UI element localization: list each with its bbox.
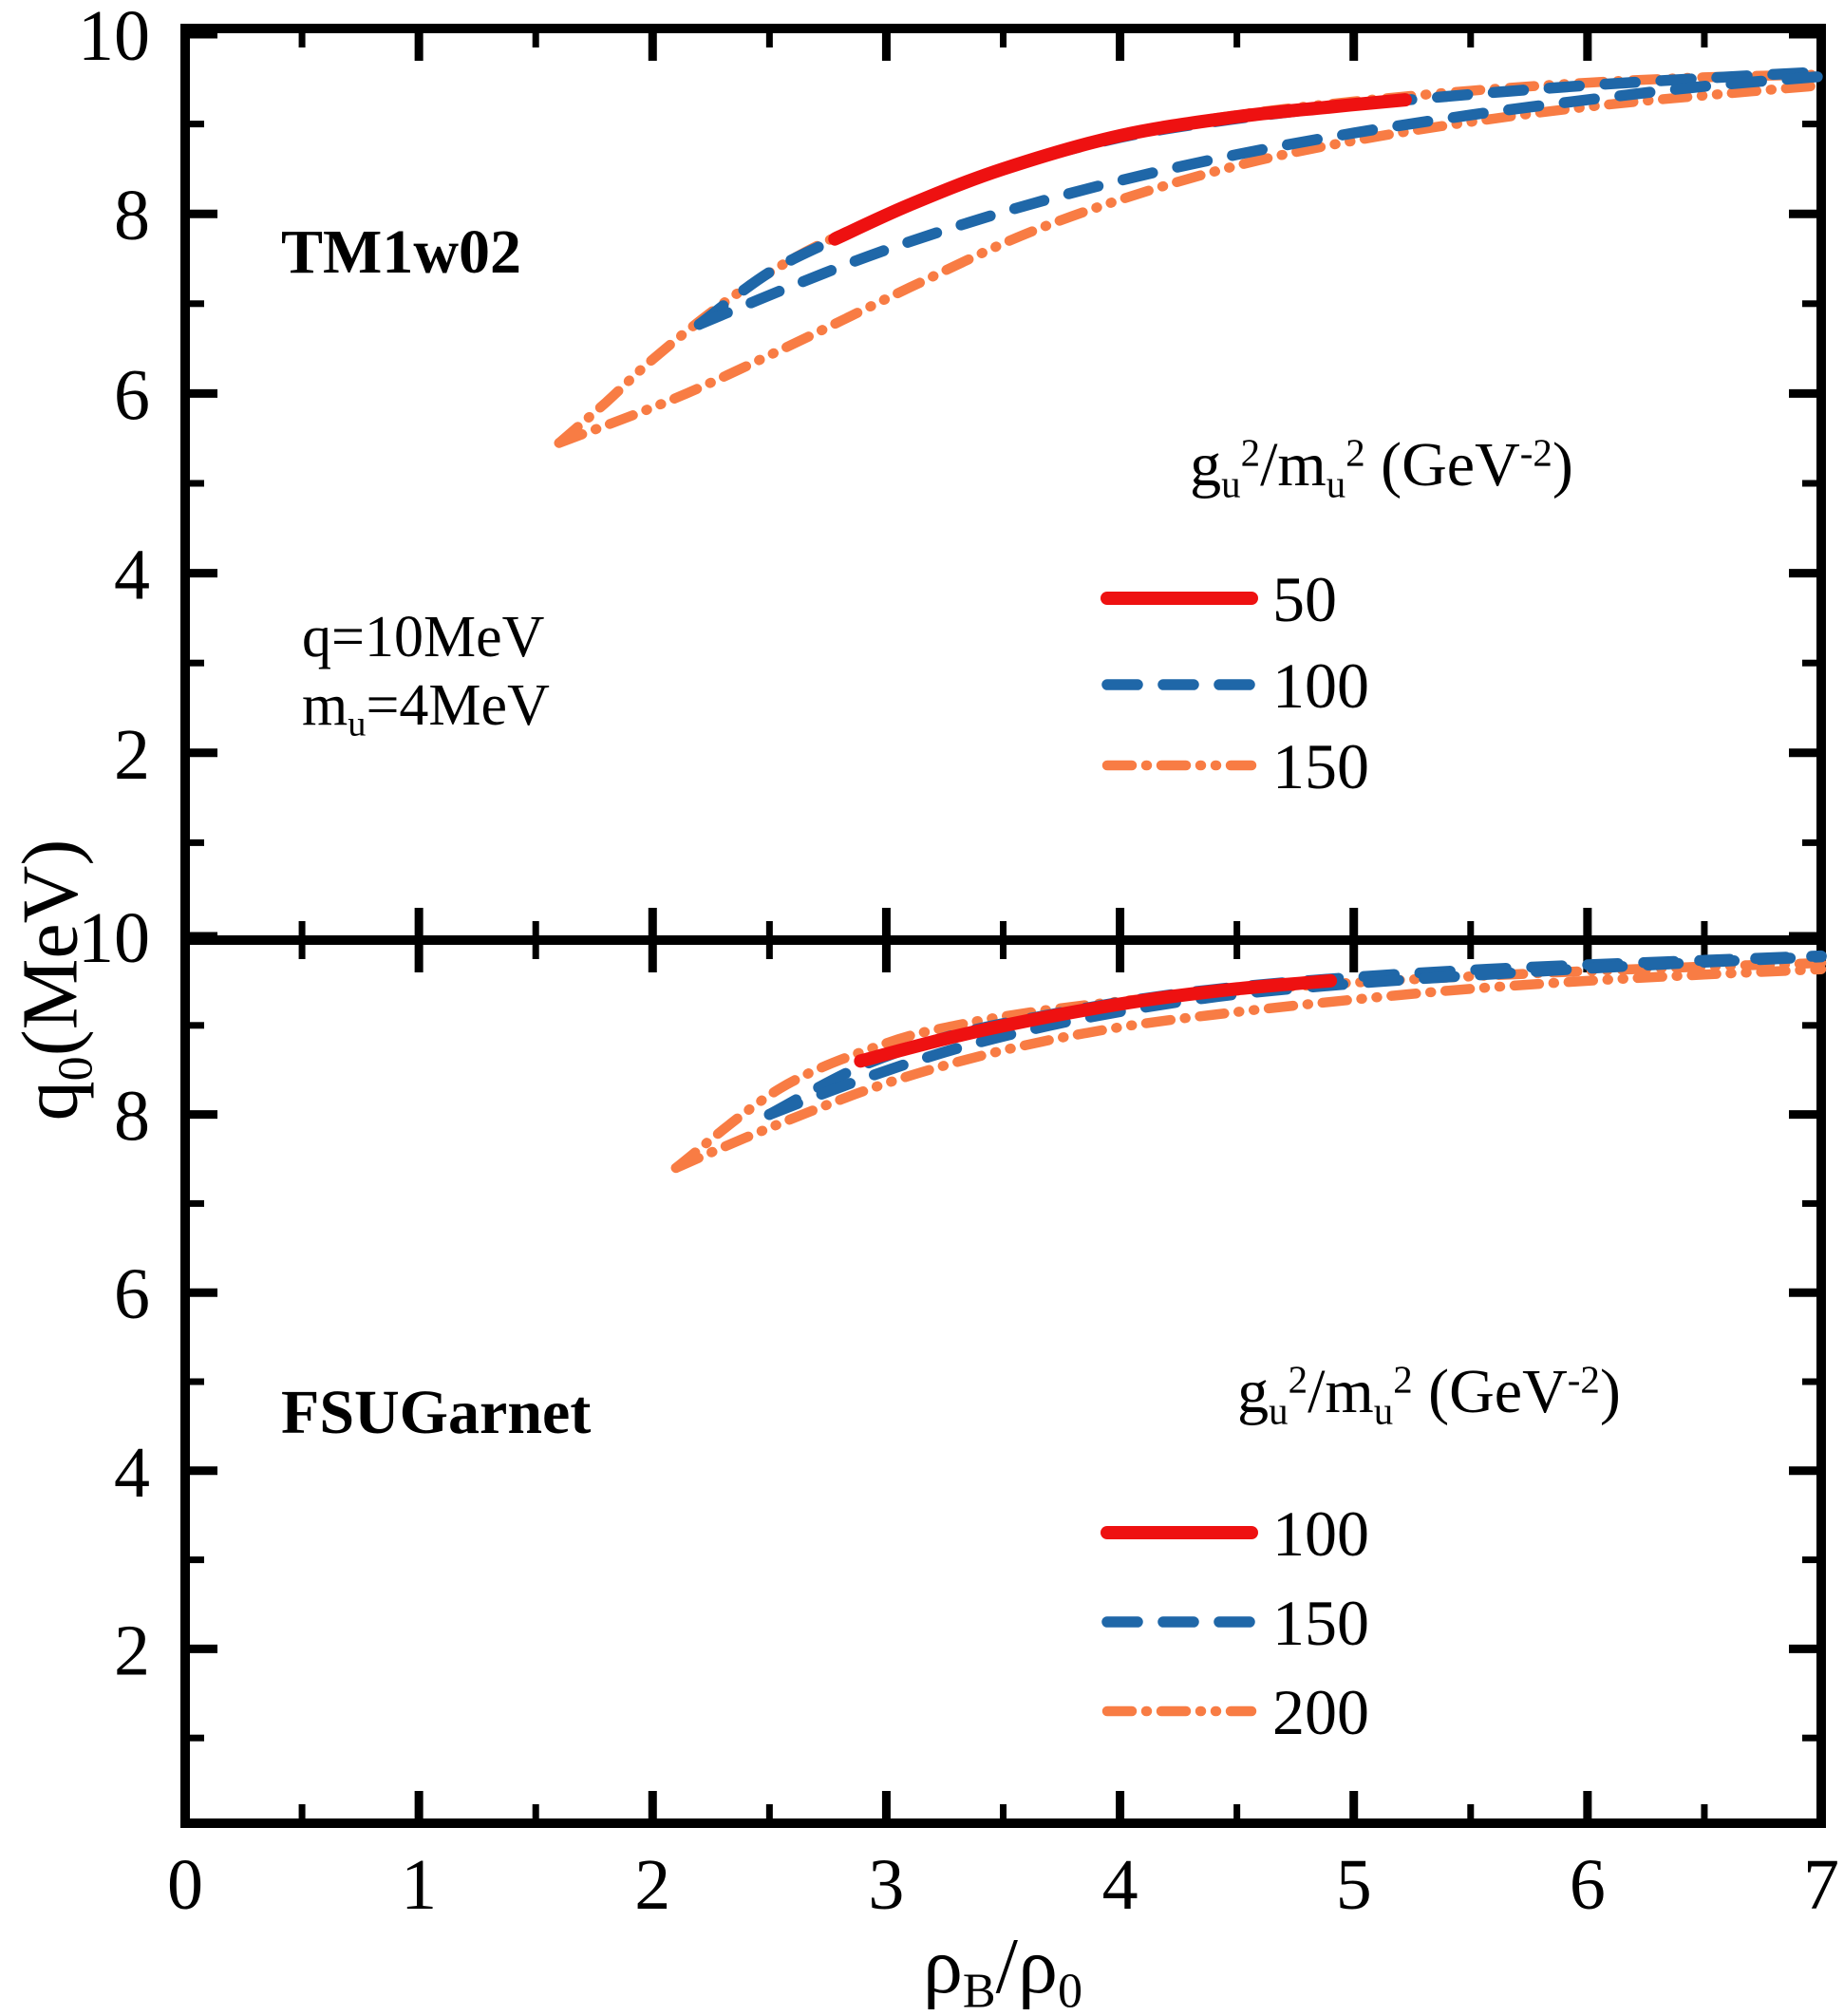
y-tick-label-6-panel1: 6 [114,1254,150,1334]
y-tick-label-2-panel1: 2 [114,1611,150,1690]
text-segment: u [1373,1389,1394,1433]
legend-label-200-panel1: 200 [1272,1676,1369,1748]
text-segment: 0 [48,1056,103,1082]
text-segment: B [962,1964,996,2016]
text-segment: ρ [923,1922,963,2010]
x-tick-label-6: 6 [1570,1845,1606,1925]
curve-tm1w02-150-lower [554,80,1827,448]
panel-label-fsugarnet: FSUGarnet [281,1378,592,1447]
text-segment: 2 [1240,431,1261,475]
x-tick-label-2: 2 [634,1845,670,1925]
legend-label-50-panel0: 50 [1272,563,1337,635]
legend-label-150-panel1: 150 [1272,1587,1369,1659]
text-segment: (GeV [1364,430,1520,499]
text-segment: 2 [1288,1358,1308,1402]
y-tick-label-4-panel1: 4 [114,1433,150,1513]
text-segment: /m [1260,430,1327,499]
legend-label-150-panel0: 150 [1272,730,1369,802]
x-axis-title: ρB/ρ0 [923,1920,1082,2016]
annotation-mu: mu=4MeV [302,672,550,745]
legend-title-bottom: gu2/mu2 (GeV-2) [1097,1356,1761,1433]
panel-label-tm1w02: TM1w02 [281,217,521,287]
text-segment: m [302,673,348,738]
x-tick-label-7: 7 [1803,1845,1839,1925]
text-segment: g [1237,1357,1270,1426]
curve-fsugarnet-200-lower [670,964,1827,1174]
text-segment: -2 [1519,431,1552,475]
text-segment: /m [1308,1357,1374,1426]
curve-tm1w02-50-upper [828,93,1412,246]
text-segment: q [6,1081,95,1121]
y-tick-label-8-panel0: 8 [114,176,150,255]
curve-tm1w02-100-lower [693,70,1827,330]
text-segment: q=10MeV [302,605,545,669]
x-tick-label-5: 5 [1336,1845,1372,1925]
annotation-q: q=10MeV [302,604,544,671]
text-segment: =4MeV [366,673,550,738]
panel-frame-1 [180,935,1826,1828]
text-segment: ) [1552,430,1573,499]
y-tick-label-10-panel0: 10 [78,0,150,76]
y-tick-label-8-panel1: 8 [114,1077,150,1157]
text-segment: (GeV [1412,1357,1568,1426]
text-segment: g [1190,430,1222,499]
x-tick-label-1: 1 [401,1845,437,1925]
text-segment: ) [1599,1357,1621,1426]
y-tick-label-10-panel1: 10 [78,898,150,978]
text-segment: 0 [1057,1964,1082,2016]
x-tick-label-4: 4 [1102,1845,1138,1925]
legend-label-100-panel1: 100 [1272,1498,1369,1570]
text-segment: (MeV) [6,838,95,1057]
y-tick-label-4-panel0: 4 [114,536,150,615]
text-segment: -2 [1567,1358,1600,1402]
x-tick-label-0: 0 [167,1845,203,1925]
text-segment: u [1221,462,1241,506]
text-segment: u [1326,462,1346,506]
y-tick-label-6-panel0: 6 [114,355,150,435]
legend-label-100-panel0: 100 [1272,650,1369,722]
text-segment: u [348,704,367,744]
text-segment: 2 [1393,1358,1413,1402]
text-segment: u [1269,1389,1289,1433]
text-segment: 2 [1345,431,1365,475]
y-axis-title: q0(MeV) [5,839,104,1121]
y-tick-label-2-panel0: 2 [114,715,150,795]
x-tick-label-3: 3 [868,1845,904,1925]
legend-title-top: gu2/mu2 (GeV-2) [1049,429,1714,506]
curve-fsugarnet-100-upper [854,973,1338,1068]
text-segment: /ρ [995,1922,1058,2010]
